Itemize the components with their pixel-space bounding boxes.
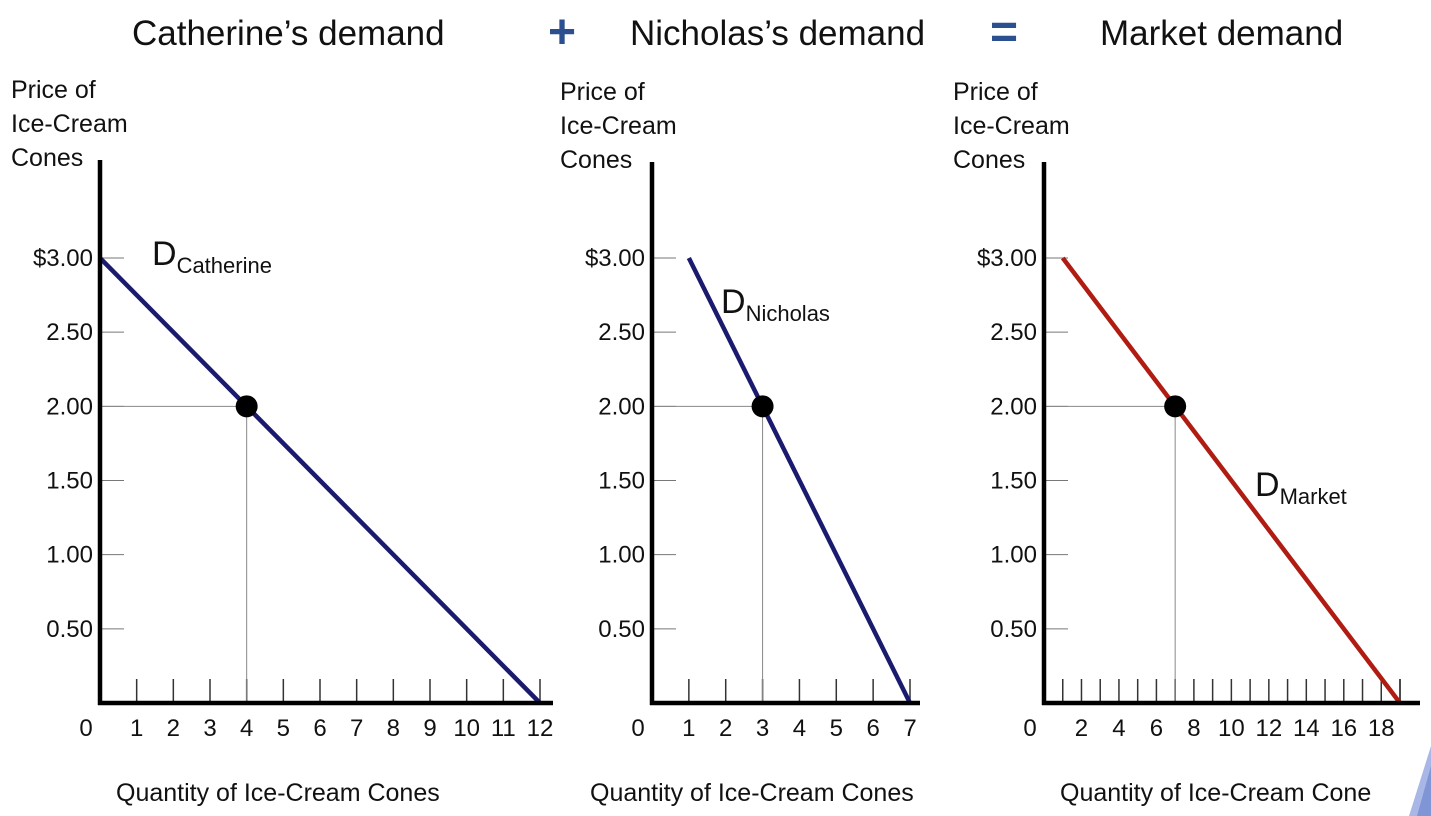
x-tick-label: 6 xyxy=(313,715,326,742)
y-tick-label: 1.00 xyxy=(990,542,1037,569)
y-tick-label: $3.00 xyxy=(33,245,93,272)
catherine-x-axis-label: Quantity of Ice-Cream Cones xyxy=(116,779,440,807)
nicholas-demand-title: Nicholas’s demand xyxy=(630,14,926,53)
demand-line xyxy=(1060,256,1402,705)
catherine-y-axis-label: Price of Ice-Cream Cones xyxy=(11,76,128,172)
y-tick-label: 2.50 xyxy=(598,319,645,346)
y-tick-label: 1.00 xyxy=(46,542,93,569)
x-tick-label: 7 xyxy=(903,715,916,742)
demand-line xyxy=(686,256,913,705)
y-tick-label: $3.00 xyxy=(585,245,645,272)
x-tick-label: 2 xyxy=(719,715,732,742)
y-tick-label: 1.50 xyxy=(46,468,93,495)
x-tick-label: 0 xyxy=(631,715,644,742)
y-tick-label: 0.50 xyxy=(46,616,93,643)
demand-curve-label: DMarket xyxy=(1255,466,1347,509)
x-tick-label: 3 xyxy=(203,715,216,742)
x-tick-label: 1 xyxy=(682,715,695,742)
x-tick-label: 3 xyxy=(756,715,769,742)
demand-label-sub: Catherine xyxy=(177,253,272,278)
y-tick-label: 1.50 xyxy=(598,468,645,495)
x-tick-label: 18 xyxy=(1368,715,1395,742)
nicholas-y-axis-label: Price of Ice-Cream Cones xyxy=(560,78,677,174)
y-tick-label: 2.00 xyxy=(990,393,1037,420)
x-tick-label: 12 xyxy=(1255,715,1282,742)
x-tick-label: 1 xyxy=(130,715,143,742)
x-tick-label: 5 xyxy=(277,715,290,742)
x-tick-label: 8 xyxy=(1187,715,1200,742)
demand-line xyxy=(98,256,542,705)
x-tick-label: 12 xyxy=(527,715,554,742)
x-tick-label: 5 xyxy=(830,715,843,742)
x-tick-label: 2 xyxy=(1075,715,1088,742)
x-tick-label: 0 xyxy=(1023,715,1036,742)
highlight-point xyxy=(751,395,774,418)
demand-label-main: D xyxy=(721,283,746,321)
y-tick-label: 2.00 xyxy=(46,393,93,420)
demand-label-sub: Nicholas xyxy=(746,301,830,326)
x-tick-label: 4 xyxy=(793,715,806,742)
demand-label-sub: Market xyxy=(1280,484,1347,509)
market-y-axis-label: Price of Ice-Cream Cones xyxy=(953,78,1070,174)
y-tick-label: $3.00 xyxy=(977,245,1037,272)
y-tick-label: 0.50 xyxy=(598,616,645,643)
market-x-axis-label: Quantity of Ice-Cream Cone xyxy=(1060,779,1372,807)
y-tick-label: 2.50 xyxy=(46,319,93,346)
plus-sign: + xyxy=(548,6,577,59)
highlight-point xyxy=(235,395,258,418)
equals-sign: = xyxy=(990,6,1019,59)
demand-label-main: D xyxy=(152,235,177,273)
x-tick-label: 16 xyxy=(1330,715,1357,742)
catherine-demand-title: Catherine’s demand xyxy=(132,14,445,53)
x-tick-label: 9 xyxy=(423,715,436,742)
x-tick-label: 2 xyxy=(167,715,180,742)
x-tick-label: 11 xyxy=(491,715,516,742)
x-tick-label: 6 xyxy=(1150,715,1163,742)
x-tick-label: 10 xyxy=(453,715,480,742)
y-tick-label: 2.00 xyxy=(598,393,645,420)
y-tick-label: 1.00 xyxy=(598,542,645,569)
corner-decoration xyxy=(1409,746,1431,816)
x-tick-label: 10 xyxy=(1218,715,1245,742)
nicholas-x-axis-label: Quantity of Ice-Cream Cones xyxy=(590,779,914,807)
x-tick-label: 6 xyxy=(866,715,879,742)
x-tick-label: 8 xyxy=(387,715,400,742)
highlight-point xyxy=(1164,395,1187,418)
y-tick-label: 0.50 xyxy=(990,616,1037,643)
x-tick-label: 4 xyxy=(240,715,253,742)
x-tick-label: 14 xyxy=(1293,715,1320,742)
demand-curve-label: DNicholas xyxy=(721,283,830,326)
x-tick-label: 7 xyxy=(350,715,363,742)
x-tick-label: 0 xyxy=(79,715,92,742)
x-tick-label: 4 xyxy=(1112,715,1125,742)
market-demand-title: Market demand xyxy=(1100,14,1344,53)
y-tick-label: 1.50 xyxy=(990,468,1037,495)
y-tick-label: 2.50 xyxy=(990,319,1037,346)
demand-label-main: D xyxy=(1255,466,1280,504)
demand-curve-label: DCatherine xyxy=(152,235,272,278)
